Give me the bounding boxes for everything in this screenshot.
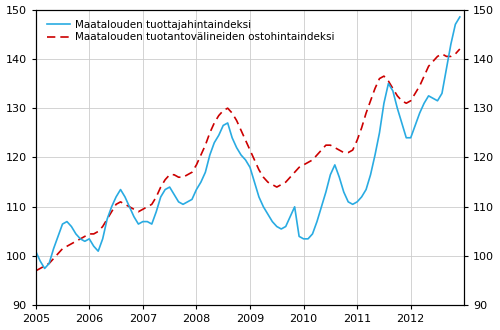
Maatalouden tuottajahintaindeksi xyxy=(426,94,432,98)
Line: Maatalouden tuotantovälineiden ostohintaindeksi: Maatalouden tuotantovälineiden ostohinta… xyxy=(36,49,460,271)
Maatalouden tuotantovälineiden ostohintaindeksi xyxy=(90,232,96,236)
Maatalouden tuottajahintaindeksi xyxy=(252,180,258,184)
Maatalouden tuottajahintaindeksi xyxy=(265,212,271,216)
Maatalouden tuotantovälineiden ostohintaindeksi xyxy=(32,269,38,273)
Maatalouden tuotantovälineiden ostohintaindeksi xyxy=(216,114,222,117)
Maatalouden tuotantovälineiden ostohintaindeksi xyxy=(457,47,463,51)
Maatalouden tuotantovälineiden ostohintaindeksi xyxy=(153,195,159,199)
Maatalouden tuotantovälineiden ostohintaindeksi xyxy=(421,74,427,78)
Maatalouden tuottajahintaindeksi xyxy=(158,195,164,199)
Maatalouden tuotantovälineiden ostohintaindeksi xyxy=(260,175,266,179)
Maatalouden tuottajahintaindeksi xyxy=(95,249,101,253)
Maatalouden tuotantovälineiden ostohintaindeksi xyxy=(247,148,253,152)
Maatalouden tuottajahintaindeksi xyxy=(32,249,38,253)
Maatalouden tuottajahintaindeksi xyxy=(220,123,226,127)
Maatalouden tuottajahintaindeksi xyxy=(42,266,48,270)
Legend: Maatalouden tuottajahintaindeksi, Maatalouden tuotantovälineiden ostohintaindeks: Maatalouden tuottajahintaindeksi, Maatal… xyxy=(45,18,337,45)
Line: Maatalouden tuottajahintaindeksi: Maatalouden tuottajahintaindeksi xyxy=(36,17,460,268)
Maatalouden tuottajahintaindeksi xyxy=(457,15,463,19)
